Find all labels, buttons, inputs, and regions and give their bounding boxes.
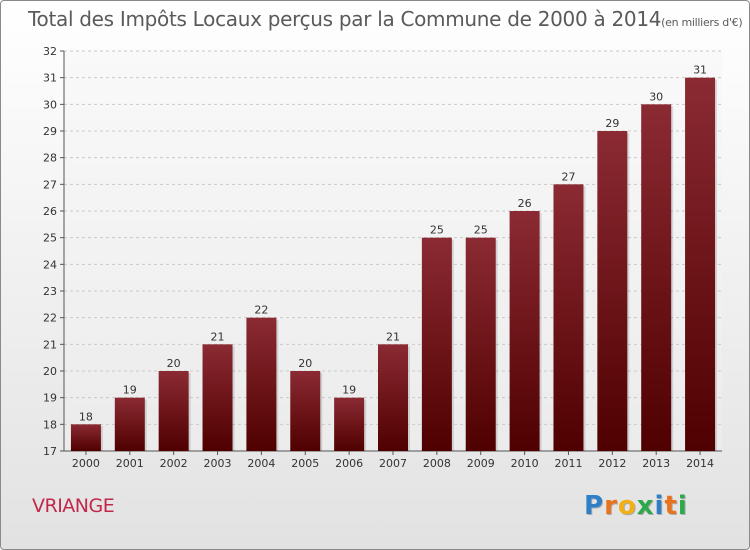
bar: [246, 317, 277, 451]
logo-letter: x: [636, 491, 655, 521]
x-tick-label: 2001: [116, 457, 144, 470]
bar: [114, 397, 145, 451]
bar: [509, 211, 540, 451]
x-tick-label: 2005: [291, 457, 319, 470]
x-tick-label: 2008: [423, 457, 451, 470]
bar: [421, 237, 452, 451]
x-tick-label: 2000: [72, 457, 100, 470]
y-tick-label: 17: [43, 445, 57, 458]
data-label: 22: [254, 304, 268, 317]
x-tick-label: 2010: [511, 457, 539, 470]
y-tick-label: 25: [43, 232, 57, 245]
data-label: 20: [298, 357, 312, 370]
logo-letter: P: [584, 491, 605, 521]
data-label: 31: [693, 64, 707, 77]
bar: [378, 344, 408, 451]
y-tick-label: 20: [43, 365, 57, 378]
y-tick-label: 31: [43, 72, 57, 85]
y-tick-label: 24: [43, 258, 57, 271]
y-tick-label: 23: [43, 285, 57, 298]
logo-letter: r: [604, 491, 618, 521]
y-tick-label: 27: [43, 178, 57, 191]
bar: [290, 371, 321, 451]
y-tick-label: 29: [43, 125, 57, 138]
x-tick-label: 2006: [335, 457, 363, 470]
data-label: 25: [474, 224, 488, 237]
data-label: 19: [342, 384, 356, 397]
logo-letter: i: [677, 491, 688, 521]
data-label: 27: [561, 170, 575, 183]
x-tick-label: 2009: [467, 457, 495, 470]
bar: [597, 131, 628, 451]
proxiti-logo: Proxiti: [584, 491, 688, 521]
y-tick-label: 18: [43, 418, 57, 431]
logo-letter: i: [654, 491, 665, 521]
bar: [334, 397, 365, 451]
x-tick-label: 2002: [160, 457, 188, 470]
chart-title-text: Total des Impôts Locaux perçus par la Co…: [28, 7, 662, 31]
bar: [465, 237, 496, 451]
chart-title: Total des Impôts Locaux perçus par la Co…: [28, 7, 743, 31]
y-tick-label: 22: [43, 312, 57, 325]
y-tick-label: 26: [43, 205, 57, 218]
bar: [70, 424, 101, 451]
bar: [202, 344, 233, 451]
y-tick-label: 21: [43, 338, 57, 351]
data-label: 21: [386, 330, 400, 343]
x-tick-label: 2011: [554, 457, 582, 470]
bar: [685, 77, 716, 452]
x-tick-label: 2012: [598, 457, 626, 470]
commune-name: VRIANGE: [32, 495, 115, 517]
data-label: 20: [167, 357, 181, 370]
bar: [641, 104, 672, 451]
y-tick-label: 28: [43, 152, 57, 165]
x-tick-label: 2013: [642, 457, 670, 470]
data-label: 30: [649, 90, 663, 103]
logo-letter: o: [617, 491, 637, 521]
x-tick-label: 2003: [204, 457, 232, 470]
bar: [553, 184, 584, 452]
chart-title-unit: (en milliers d'€): [661, 16, 743, 29]
data-label: 19: [123, 384, 137, 397]
bar: [158, 371, 189, 451]
y-tick-label: 30: [43, 98, 57, 111]
data-label: 25: [430, 224, 444, 237]
data-label: 18: [79, 410, 93, 423]
logo-letter: t: [664, 491, 678, 521]
x-tick-label: 2014: [686, 457, 714, 470]
y-tick-label: 19: [43, 392, 57, 405]
y-tick-label: 32: [43, 45, 57, 58]
x-tick-label: 2004: [247, 457, 275, 470]
data-label: 21: [211, 330, 225, 343]
data-label: 26: [518, 197, 532, 210]
data-label: 29: [605, 117, 619, 130]
x-tick-label: 2007: [379, 457, 407, 470]
